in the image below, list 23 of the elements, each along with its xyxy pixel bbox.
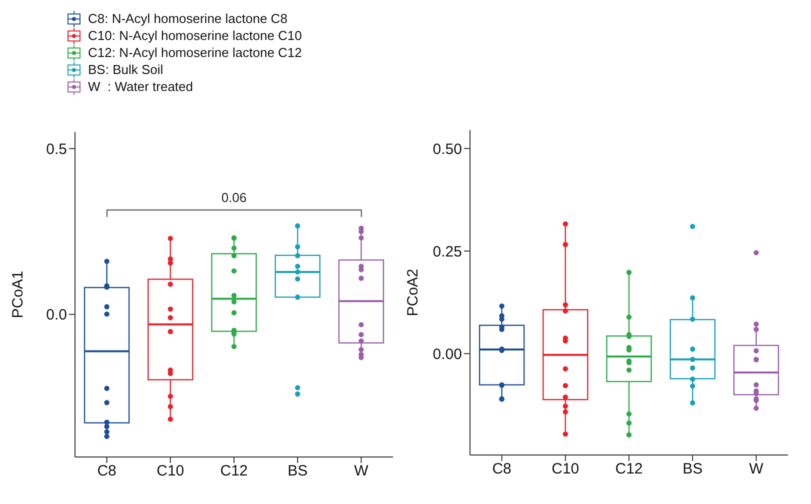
x-tick-label: C8 bbox=[97, 462, 116, 480]
x-tick-label: C12 bbox=[220, 462, 248, 480]
y-tick-label: 0.50 bbox=[432, 140, 462, 158]
x-tick-label: C10 bbox=[156, 462, 184, 480]
legend-label: C8: N-Acyl homoserine lactone C8 bbox=[87, 10, 288, 27]
x-tick-label: BS bbox=[682, 460, 703, 478]
legend-label: C12: N-Acyl homoserine lactone C12 bbox=[87, 44, 302, 61]
x-tick-label: BS bbox=[288, 462, 308, 480]
y-tick-label: 0.25 bbox=[432, 243, 462, 260]
x-tick-label: C10 bbox=[552, 460, 580, 478]
y-tick-label: 0.5 bbox=[46, 140, 67, 158]
legend-label: C10: N-Acyl homoserine lactone C10 bbox=[87, 27, 302, 44]
legend-label: BS: Bulk Soil bbox=[87, 61, 164, 78]
y-axis-title: PCoA2 bbox=[404, 268, 422, 316]
x-tick-label: C8 bbox=[492, 460, 512, 478]
y-tick-label: 0.00 bbox=[432, 346, 462, 363]
x-tick-label: C12 bbox=[615, 460, 643, 478]
x-tick-label: W bbox=[749, 460, 764, 478]
annotation: 0.06 bbox=[220, 190, 248, 205]
y-tick-label: 0.0 bbox=[46, 306, 67, 324]
y-axis-title: PCoA1 bbox=[9, 270, 26, 318]
legend-label: W : Water treated bbox=[87, 78, 194, 95]
x-tick-label: W bbox=[354, 462, 370, 480]
